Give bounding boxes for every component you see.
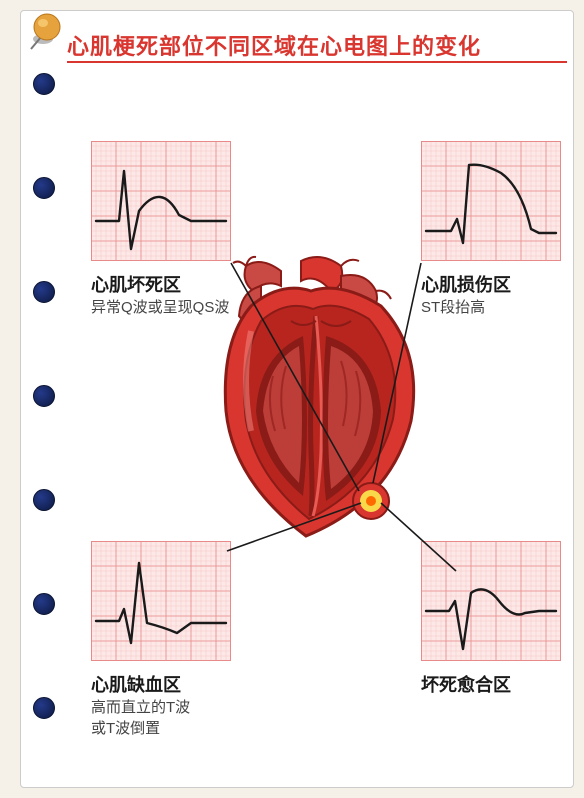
- leader-lines: [21, 11, 575, 789]
- pushpin-icon: [23, 11, 71, 59]
- notebook-page: 心肌梗死部位不同区域在心电图上的变化 心肌坏死区异常Q波或呈现QS波 心肌损伤区…: [20, 10, 574, 788]
